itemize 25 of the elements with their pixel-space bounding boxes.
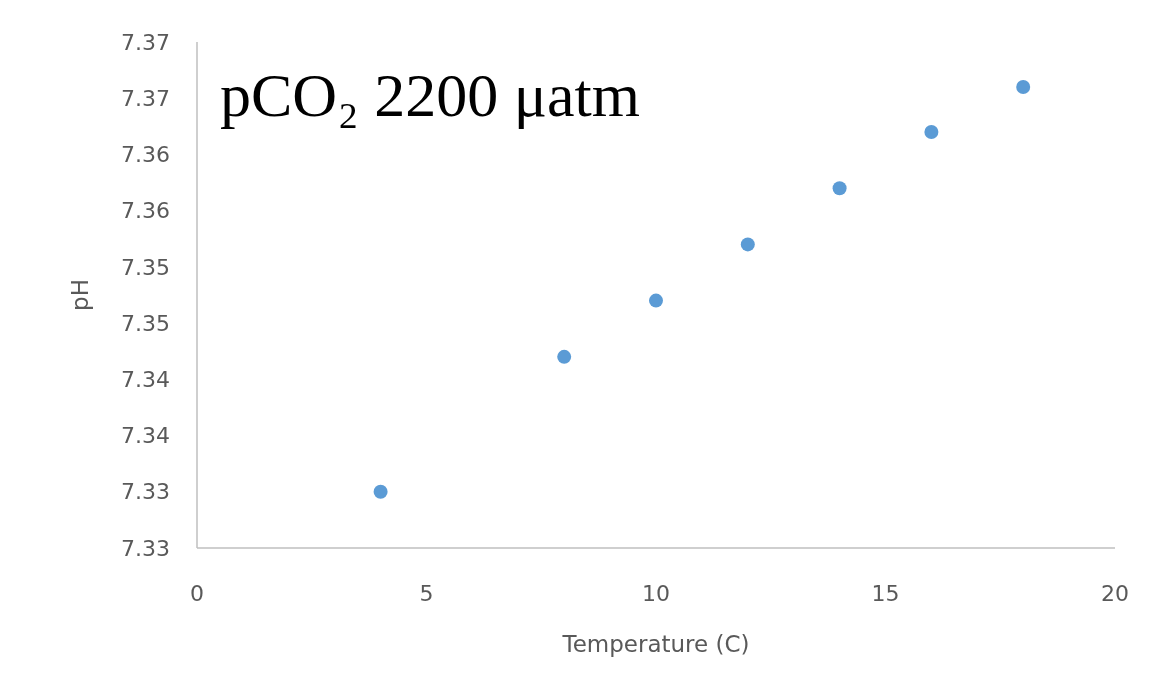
y-tick-label: 7.37 — [121, 85, 170, 111]
y-tick-label: 7.35 — [121, 254, 170, 280]
y-tick-label: 7.33 — [121, 479, 170, 505]
y-axis-title: pH — [67, 279, 93, 311]
x-tick-label: 10 — [642, 581, 670, 606]
point — [373, 484, 388, 499]
point — [740, 237, 755, 252]
y-tick-label: 7.37 — [121, 29, 170, 55]
y-tick-label: 7.34 — [121, 423, 170, 449]
point — [1016, 79, 1031, 94]
point — [649, 293, 663, 308]
y-tick-label: 7.36 — [121, 198, 170, 224]
x-tick-label: 5 — [419, 581, 434, 606]
chart-title: pCO₂ 2200 μatm — [220, 61, 640, 129]
point — [832, 181, 847, 196]
y-tick-label: 7.35 — [121, 310, 170, 336]
x-tick-label: 20 — [1101, 581, 1129, 606]
y-tick-label: 7.33 — [121, 535, 170, 561]
point — [557, 349, 572, 364]
x-axis-title: Temperature (C) — [561, 631, 750, 657]
y-tick-label: 7.34 — [121, 367, 170, 393]
point — [924, 124, 939, 139]
y-tick-label: 7.36 — [121, 142, 170, 168]
x-tick-label: 15 — [871, 581, 900, 606]
x-tick-label: 0 — [190, 581, 204, 606]
